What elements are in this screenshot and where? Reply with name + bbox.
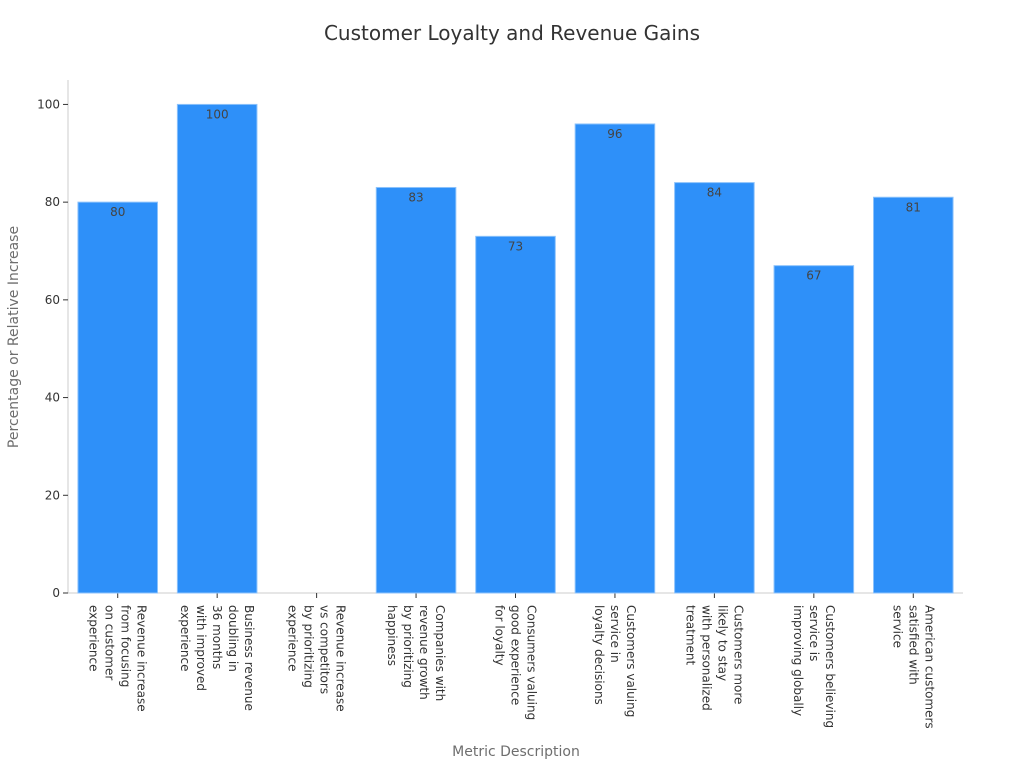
y-tick-label: 80 xyxy=(45,195,60,209)
bar xyxy=(176,103,258,594)
x-tick-label: American customerssatisfied withservice xyxy=(890,605,936,729)
bar xyxy=(375,186,457,594)
bar xyxy=(773,265,855,594)
x-tick-label: Customers believingservice isimproving g… xyxy=(791,605,837,728)
x-axis-title: Metric Description xyxy=(452,744,580,760)
svg-text:Customers valuingservice inloy: Customers valuingservice inloyalty decis… xyxy=(592,605,638,717)
y-tick-label: 0 xyxy=(52,586,60,600)
x-tick-label: Business revenuedoubling in36 monthswith… xyxy=(178,605,256,711)
bar-data-label: 73 xyxy=(508,239,523,253)
bars: 80 100 83 73 96 84 67 81 xyxy=(77,103,954,594)
svg-text:Companies withrevenue growthby: Companies withrevenue growthby prioritiz… xyxy=(385,605,447,701)
svg-text:Consumers valuinggood experien: Consumers valuinggood experiencefor loya… xyxy=(493,605,539,720)
svg-text:American customerssatisfied wi: American customerssatisfied withservice xyxy=(890,605,936,729)
bar-data-label: 67 xyxy=(806,269,821,283)
bar-data-label: 84 xyxy=(707,186,722,200)
chart-title: Customer Loyalty and Revenue Gains xyxy=(324,21,700,45)
svg-text:Revenue increasevs competitors: Revenue increasevs competitorsby priorit… xyxy=(286,605,348,712)
x-tick-label: Customers morelikely to staywith persona… xyxy=(683,605,745,711)
svg-text:Revenue increasefrom focusingo: Revenue increasefrom focusingon customer… xyxy=(87,605,149,712)
bar-data-label: 83 xyxy=(408,190,423,204)
bar-data-label: 96 xyxy=(607,127,622,141)
x-tick-label: Customers valuingservice inloyalty decis… xyxy=(592,605,638,717)
y-tick-label: 20 xyxy=(45,488,60,502)
bar-data-label: 80 xyxy=(110,205,125,219)
bar xyxy=(574,123,656,594)
x-tick-label: Companies withrevenue growthby prioritiz… xyxy=(385,605,447,701)
bar-data-label: 100 xyxy=(206,107,229,121)
bar xyxy=(475,235,556,594)
x-axis: Revenue increasefrom focusingon customer… xyxy=(68,592,963,729)
y-axis: 0 20 40 60 80 100 xyxy=(37,80,69,600)
svg-text:Customers believingservice isi: Customers believingservice isimproving g… xyxy=(791,605,837,728)
bar-data-label: 81 xyxy=(906,200,921,214)
bar xyxy=(873,196,954,594)
y-tick-label: 40 xyxy=(45,391,60,405)
bar xyxy=(674,182,755,594)
y-tick-label: 100 xyxy=(37,97,60,111)
svg-text:Customers morelikely to staywi: Customers morelikely to staywith persona… xyxy=(683,605,745,711)
x-tick-label: Revenue increasefrom focusingon customer… xyxy=(87,605,149,712)
x-tick-label: Revenue increasevs competitorsby priorit… xyxy=(286,605,348,712)
x-tick-label: Consumers valuinggood experiencefor loya… xyxy=(493,605,539,720)
y-axis-title: Percentage or Relative Increase xyxy=(6,226,22,448)
svg-text:Business revenuedoubling in36: Business revenuedoubling in36 monthswith… xyxy=(178,605,256,711)
y-tick-label: 60 xyxy=(45,293,60,307)
bar xyxy=(77,201,158,594)
